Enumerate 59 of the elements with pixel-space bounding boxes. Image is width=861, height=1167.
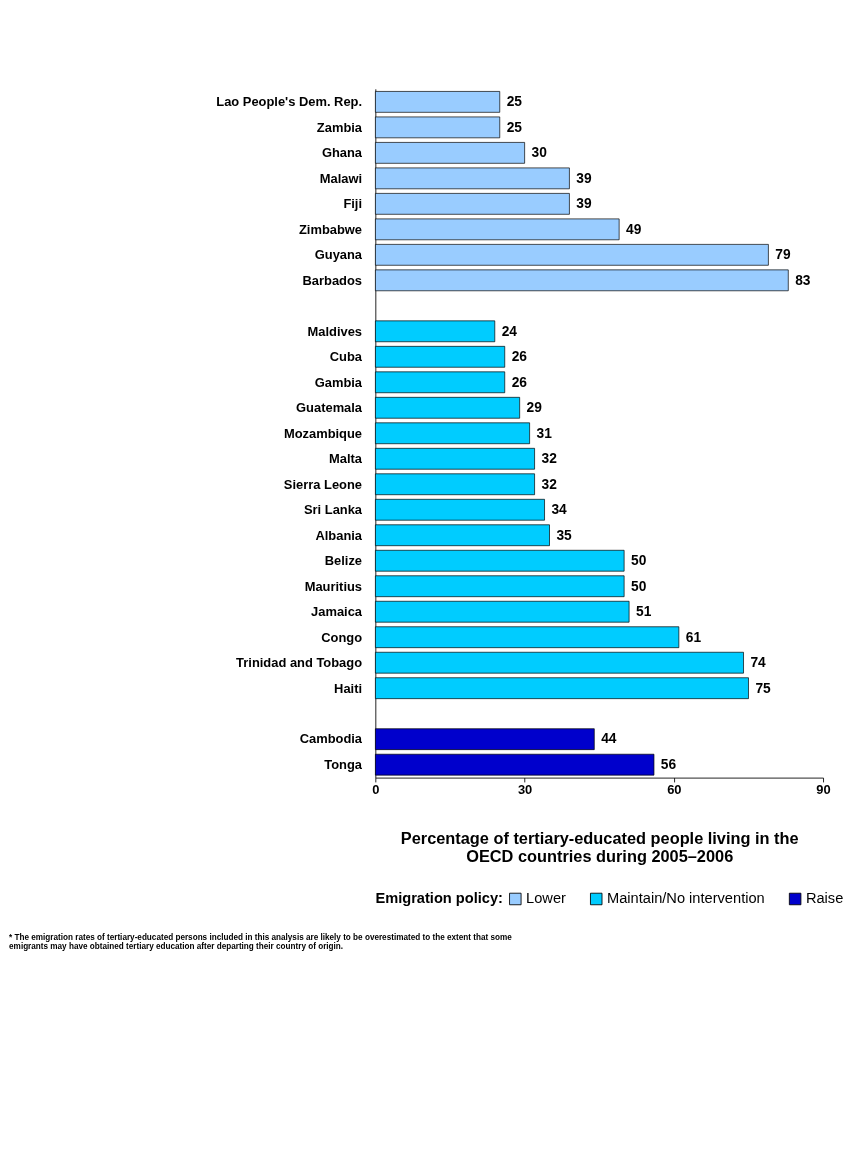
- x-tick-label: 0: [372, 782, 380, 798]
- x-tick-label: 90: [816, 782, 831, 798]
- data-label: 74: [750, 655, 767, 671]
- data-label: 50: [631, 553, 647, 569]
- y-tick-label: Albania: [315, 527, 363, 543]
- data-label: 26: [511, 374, 528, 390]
- y-tick-label: Lao People's Dem. Rep.: [216, 94, 363, 110]
- data-label: 49: [626, 221, 642, 237]
- x-tick-label: 30: [517, 782, 533, 798]
- data-label: 26: [511, 349, 528, 365]
- y-tick-label: Ghana: [321, 145, 363, 161]
- data-label: 34: [551, 502, 568, 518]
- y-tick-label: Trinidad and Tobago: [236, 655, 363, 671]
- y-tick-label: Sierra Leone: [283, 476, 363, 492]
- data-label: 83: [795, 272, 811, 288]
- y-tick-label: Malawi: [319, 170, 363, 186]
- data-label: 61: [685, 629, 702, 645]
- y-tick-label: Maldives: [307, 323, 363, 339]
- data-label: 35: [556, 527, 573, 543]
- y-tick-label: Cuba: [329, 349, 363, 365]
- data-label: 25: [506, 119, 523, 135]
- data-label: 29: [526, 400, 543, 416]
- y-tick-label: Jamaica: [311, 604, 363, 620]
- y-tick-label: Guatemala: [296, 400, 363, 416]
- legend-label: Lower: [526, 890, 567, 907]
- data-label: 30: [531, 145, 548, 161]
- y-tick-label: Cambodia: [299, 731, 363, 747]
- data-label: 39: [576, 196, 592, 212]
- y-tick-label: Gambia: [314, 374, 363, 390]
- y-tick-label: Zambia: [316, 119, 363, 135]
- y-tick-label: Zimbabwe: [298, 221, 363, 237]
- data-label: 50: [631, 578, 647, 594]
- x-tick-label: 60: [667, 782, 682, 798]
- data-label: 25: [506, 94, 523, 110]
- y-tick-label: Mozambique: [283, 425, 363, 441]
- y-tick-label: Fiji: [343, 196, 363, 212]
- data-label: 32: [541, 476, 558, 492]
- y-tick-label: Congo: [321, 629, 363, 645]
- data-label: 32: [541, 451, 558, 467]
- data-label: 79: [775, 247, 791, 263]
- y-tick-label: Mauritius: [304, 578, 363, 594]
- data-label: 44: [601, 731, 617, 747]
- y-tick-label: Tonga: [324, 756, 363, 772]
- data-label: 39: [576, 170, 592, 186]
- data-label: 56: [660, 756, 677, 772]
- legend-label: Maintain/No intervention: [607, 890, 765, 907]
- legend-label: Raise: [805, 890, 844, 907]
- data-label: 75: [755, 680, 772, 696]
- y-tick-label: Barbados: [302, 272, 363, 288]
- y-tick-label: Guyana: [314, 247, 363, 263]
- x-axis-title: Percentage of tertiary-educated people living in the OECD countries during 2005–2006: [400, 829, 799, 866]
- y-tick-label: Sri Lanka: [303, 502, 363, 518]
- data-label: 51: [635, 604, 652, 620]
- data-label: 24: [501, 323, 518, 339]
- data-label: 31: [536, 425, 553, 441]
- legend-title: Emigration policy:: [375, 890, 503, 907]
- y-tick-label: Malta: [329, 451, 363, 467]
- y-tick-label: Haiti: [334, 680, 363, 696]
- y-tick-label: Belize: [324, 553, 363, 569]
